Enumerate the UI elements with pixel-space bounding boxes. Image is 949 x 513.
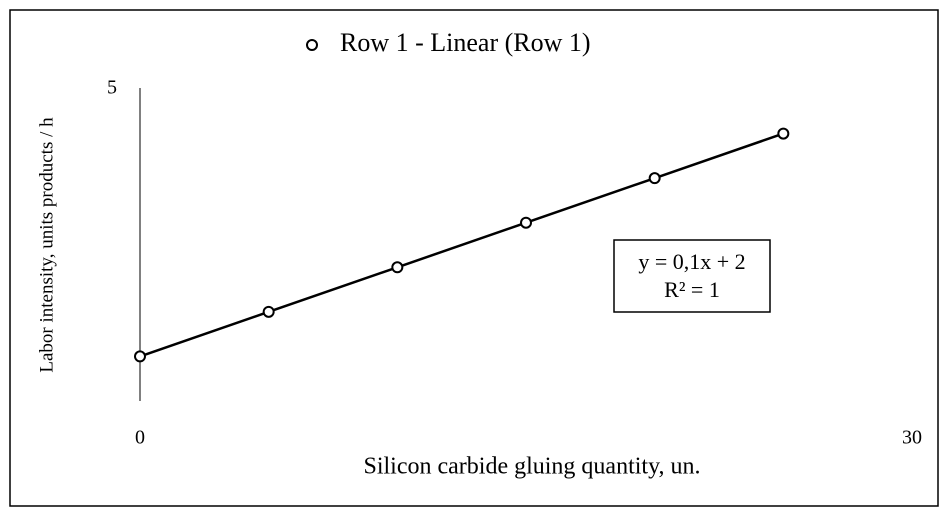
trendline — [139, 132, 784, 358]
point — [648, 172, 661, 185]
legend-marker — [306, 39, 318, 51]
equation-box — [613, 239, 771, 313]
y-tick-label: 5 — [107, 77, 117, 99]
equation: y = 0,1x + 2 — [638, 249, 745, 274]
point — [520, 216, 532, 229]
r-squared: R² = 1 — [664, 277, 720, 302]
legend-label: Row 1 - Linear (Row 1) — [340, 28, 591, 57]
x-tick-label: 0 — [135, 427, 145, 449]
y-axis-title: Labor intensity, units products / h — [36, 117, 57, 373]
point — [391, 261, 404, 274]
frame — [9, 9, 939, 507]
point — [134, 350, 146, 363]
point — [777, 127, 790, 140]
point — [262, 305, 275, 318]
x-axis-title: Silicon carbide gluing quantity, un. — [363, 454, 700, 480]
x-tick-label: 30 — [902, 427, 922, 449]
